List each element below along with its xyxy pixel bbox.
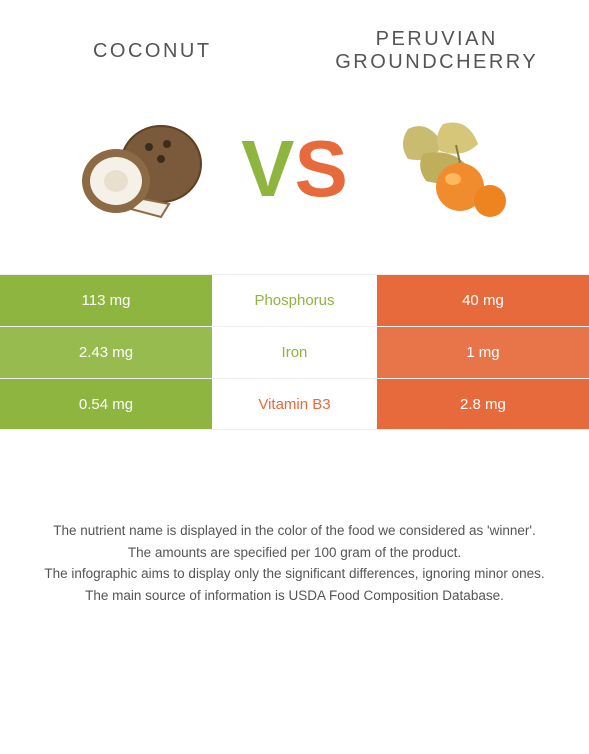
images-row: VS [0,104,589,234]
value-right: 1 mg [377,327,589,378]
table-row: 2.43 mg Iron 1 mg [0,326,589,378]
nutrient-label: Vitamin B3 [212,379,377,429]
coconut-icon [71,104,211,234]
vs-s: S [295,129,348,209]
nutrient-label: Iron [212,327,377,378]
value-left: 2.43 mg [0,327,212,378]
footer-line: The nutrient name is displayed in the co… [30,520,559,542]
value-left: 113 mg [0,275,212,326]
value-right: 2.8 mg [377,379,589,429]
vs-v: V [241,129,294,209]
vs-label: VS [241,129,348,209]
value-left: 0.54 mg [0,379,212,429]
footer-line: The amounts are specified per 100 gram o… [30,542,559,564]
value-right: 40 mg [377,275,589,326]
header: Coconut Peruvian groundcherry [0,0,589,84]
table-row: 113 mg Phosphorus 40 mg [0,274,589,326]
footer-notes: The nutrient name is displayed in the co… [0,520,589,606]
compare-table: 113 mg Phosphorus 40 mg 2.43 mg Iron 1 m… [0,274,589,430]
table-row: 0.54 mg Vitamin B3 2.8 mg [0,378,589,430]
groundcherry-icon [378,104,518,234]
food-title-left: Coconut [10,40,295,63]
food-title-right: Peruvian groundcherry [295,28,580,74]
footer-line: The main source of information is USDA F… [30,585,559,607]
nutrient-label: Phosphorus [212,275,377,326]
footer-line: The infographic aims to display only the… [30,563,559,585]
